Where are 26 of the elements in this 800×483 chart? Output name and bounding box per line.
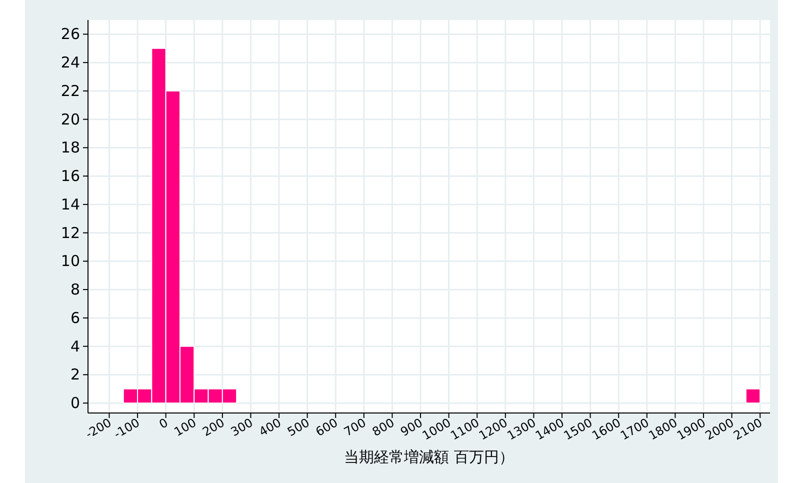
x-tick-label: 100 [172,415,199,440]
x-axis-title: 当期経常増減額 百万円） [344,448,514,466]
y-tick-label: 20 [60,110,80,128]
y-tick-label: 16 [60,167,80,186]
y-tick-label: 6 [70,308,80,327]
y-tick-label: 14 [60,195,80,214]
x-tick-label: 200 [200,415,227,440]
y-tick-label: 18 [60,138,80,157]
x-tick-label: -100 [111,415,142,442]
x-tick-label: 700 [342,415,368,440]
x-tick-label: 600 [313,415,340,440]
x-tick-label: 500 [284,415,312,440]
y-tick-label: 0 [70,394,80,412]
y-tick-label: 8 [70,280,80,299]
x-tick-label: 400 [256,415,284,440]
y-tick-label: 10 [60,252,80,270]
y-tick-label: 4 [70,337,80,356]
x-tick-label: 800 [370,415,397,440]
y-tick-label: 12 [60,224,80,242]
y-tick-label: 2 [70,366,80,384]
y-tick-label: 22 [60,82,80,100]
x-tick-label: 0 [156,415,170,432]
y-tick-label: 26 [60,25,80,44]
y-tick-label: 24 [60,54,80,72]
x-tick-label: 300 [228,415,256,440]
x-tick-label: -200 [83,415,114,442]
